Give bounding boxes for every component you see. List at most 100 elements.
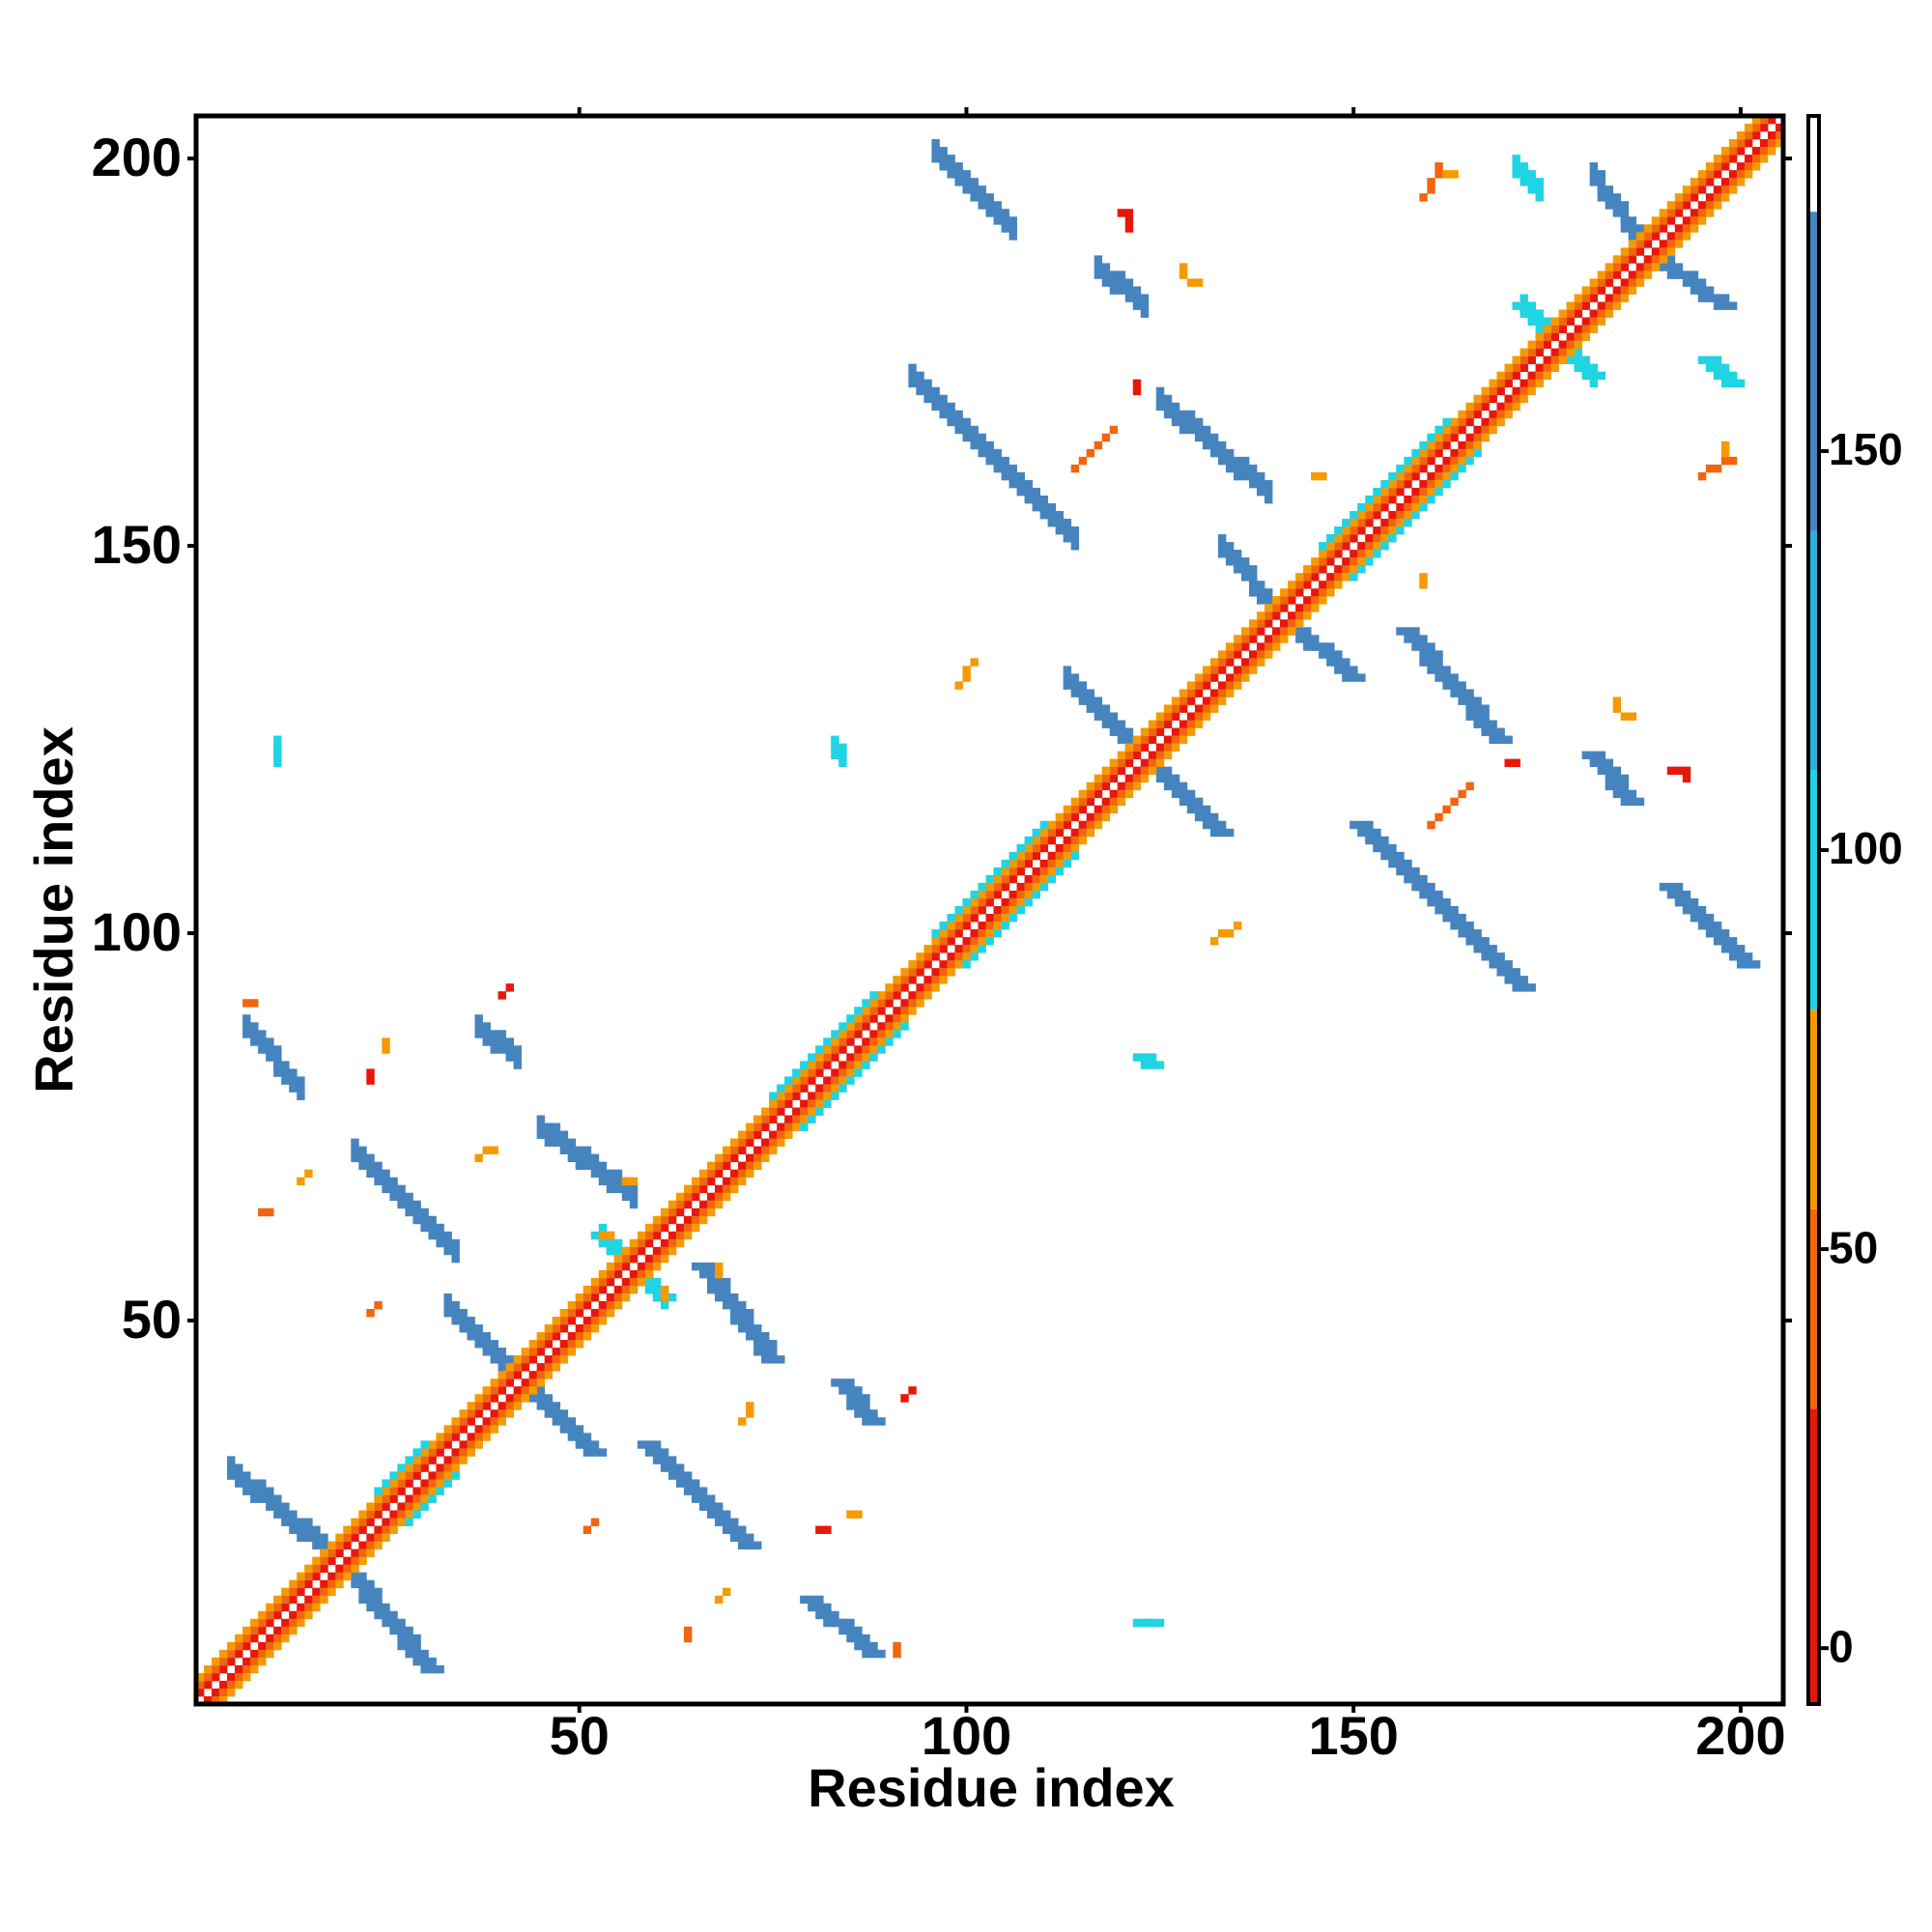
heatmap-cell (931, 147, 940, 156)
heatmap-cell (621, 1254, 631, 1264)
heatmap-cell (970, 914, 979, 923)
heatmap-cell (1566, 301, 1576, 310)
heatmap-cell (1520, 394, 1528, 404)
heatmap-cell (1373, 526, 1381, 535)
heatmap-cell (1380, 843, 1389, 853)
heatmap-cell (730, 1161, 739, 1171)
heatmap-cell (258, 1030, 267, 1038)
heatmap-cell (1396, 526, 1405, 535)
heatmap-cell (823, 1092, 832, 1100)
heatmap-cell (1326, 557, 1335, 566)
heatmap-cell (1527, 340, 1536, 349)
heatmap-cell (235, 1649, 243, 1659)
heatmap-cell (1086, 797, 1095, 807)
heatmap-cell (1225, 658, 1235, 667)
heatmap-cell (1032, 843, 1040, 853)
heatmap-cell (722, 1177, 731, 1186)
heatmap-cell (1720, 379, 1730, 388)
heatmap-cell (761, 1340, 770, 1349)
heatmap-cell (947, 162, 955, 171)
heatmap-cell (505, 983, 514, 992)
heatmap-cell (1148, 751, 1157, 760)
heatmap-cell (730, 1293, 739, 1302)
heatmap-cell (1334, 658, 1343, 667)
heatmap-cell (908, 363, 917, 373)
heatmap-cell (297, 1572, 305, 1581)
heatmap-cell (893, 1030, 901, 1038)
heatmap-cell (490, 1409, 498, 1418)
heatmap-cell (1419, 650, 1428, 659)
heatmap-cell (644, 1440, 654, 1449)
heatmap-cell (1705, 294, 1715, 302)
heatmap-cell (1132, 735, 1142, 744)
heatmap-cell (1342, 550, 1350, 558)
heatmap-cell (204, 1688, 213, 1697)
heatmap-cell (1326, 650, 1335, 659)
heatmap-cell (1202, 712, 1211, 721)
heatmap-cell (227, 1641, 236, 1651)
heatmap-cell (1171, 712, 1180, 721)
heatmap-cell (947, 952, 955, 961)
heatmap-cell (1674, 890, 1684, 899)
heatmap-cell (559, 1317, 569, 1325)
heatmap-cell (862, 1649, 870, 1659)
heatmap-cell (582, 1300, 592, 1310)
heatmap-cell (1280, 619, 1289, 628)
heatmap-cell (1581, 301, 1591, 310)
heatmap-cell (428, 1448, 437, 1457)
heatmap-cell (1070, 526, 1080, 535)
heatmap-cell (474, 1324, 483, 1333)
heatmap-cell (923, 945, 932, 953)
heatmap-cell (823, 1610, 832, 1620)
heatmap-cell (1651, 255, 1661, 264)
heatmap-cell (1635, 797, 1645, 807)
heatmap-cell (1070, 681, 1080, 690)
heatmap-cell (1744, 952, 1753, 961)
heatmap-cell (497, 1355, 506, 1364)
heatmap-cell (1001, 859, 1009, 868)
heatmap-cell (1101, 263, 1111, 271)
heatmap-cell (1682, 278, 1691, 287)
heatmap-cell (652, 1277, 662, 1287)
heatmap-cell (761, 1138, 770, 1147)
heatmap-cell (1419, 642, 1428, 651)
heatmap-cell (1396, 471, 1405, 481)
heatmap-cell (1186, 789, 1196, 799)
heatmap-cell (993, 201, 1002, 210)
heatmap-cell (606, 1231, 615, 1240)
heatmap-cell (1473, 402, 1482, 412)
heatmap-cell (474, 1332, 483, 1341)
heatmap-cell (838, 1053, 847, 1062)
heatmap-cell (869, 1045, 878, 1054)
heatmap-cell (1272, 627, 1281, 636)
heatmap-cell (242, 1672, 251, 1682)
heatmap-cell (536, 1332, 546, 1341)
heatmap-cell (505, 1045, 514, 1054)
heatmap-cell (698, 1502, 708, 1511)
heatmap-cell (1720, 371, 1730, 381)
heatmap-cell (474, 1022, 483, 1031)
heatmap-cell (559, 1324, 569, 1333)
heatmap-cell (962, 425, 971, 435)
heatmap-cell (266, 1502, 274, 1511)
heatmap-cell (939, 976, 948, 984)
heatmap-cell (900, 1014, 909, 1023)
heatmap-cell (1179, 735, 1188, 744)
heatmap-cell (1070, 843, 1080, 853)
heatmap-cell (1257, 627, 1265, 636)
heatmap-cell (1666, 766, 1676, 776)
heatmap-cell (761, 1107, 770, 1116)
heatmap-cell (1659, 247, 1668, 256)
heatmap-cell (428, 1479, 437, 1488)
heatmap-cell (893, 983, 901, 992)
heatmap-cell (838, 743, 847, 752)
heatmap-cell (1032, 828, 1040, 838)
heatmap-cell (1527, 301, 1536, 310)
heatmap-cell (1597, 751, 1606, 760)
heatmap-cell (490, 1146, 498, 1155)
heatmap-cell (1109, 278, 1119, 287)
heatmap-cell (289, 1626, 298, 1635)
heatmap-cell (1132, 1618, 1142, 1628)
heatmap-cell (451, 1254, 460, 1264)
heatmap-cell (815, 1092, 824, 1100)
